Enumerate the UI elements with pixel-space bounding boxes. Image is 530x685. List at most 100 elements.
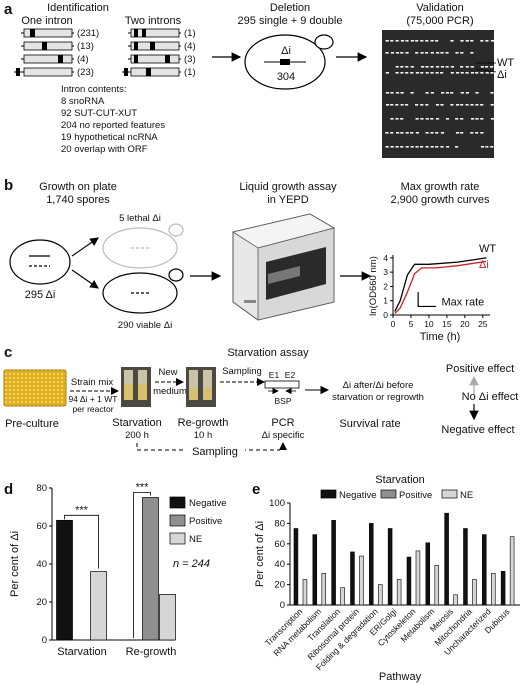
- gel-band: [430, 72, 434, 74]
- gel-band: [395, 92, 400, 94]
- wt-legend: WT: [479, 243, 496, 255]
- deletion-title: Deletion: [270, 2, 310, 14]
- legend-swatch: [169, 532, 186, 545]
- gel-band: [435, 72, 439, 74]
- gel-band: [395, 40, 399, 42]
- max-rate-label: Max rate: [442, 297, 485, 309]
- gel-band: [410, 40, 414, 42]
- bar-negative: [482, 534, 487, 606]
- gel-band: [440, 52, 444, 54]
- bar-negative: [312, 534, 318, 606]
- bsp-label: BSP: [274, 396, 291, 406]
- strain-mix-label: Strain mix: [71, 377, 113, 388]
- bar-ne: [434, 564, 440, 606]
- bar-ne: [359, 555, 364, 606]
- legend-label: Positive: [189, 516, 222, 527]
- gel-band: [460, 72, 464, 74]
- bar-ne: [415, 550, 421, 606]
- y-tick-label: 4: [383, 253, 388, 263]
- legend-label: NE: [189, 534, 202, 545]
- y-tick-label: 0: [42, 635, 47, 646]
- gel-band: [470, 72, 475, 74]
- deletion-number: 304: [277, 71, 295, 83]
- legend-swatch: [169, 496, 186, 509]
- gel-band: [445, 66, 449, 68]
- gel-band: [490, 92, 494, 94]
- gel-band: [390, 146, 394, 148]
- bar-positive-re-growth: [142, 497, 159, 641]
- ratio-label: Δi after/Δi before: [343, 380, 414, 391]
- gel-band: [385, 52, 389, 54]
- gel-band: [395, 72, 399, 74]
- y-tick-label: 20: [274, 580, 285, 591]
- count-label: (3): [184, 54, 196, 65]
- count-label: (231): [77, 28, 99, 39]
- bar-negative: [444, 512, 449, 606]
- bar-negative: [387, 528, 393, 606]
- regrowth-label: Re-growth: [178, 417, 229, 429]
- y-tick-label: 60: [36, 521, 47, 532]
- gel-band: [450, 92, 454, 94]
- gel-band: [460, 104, 464, 106]
- intron-content-item: 19 hypothetical ncRNA: [61, 132, 158, 143]
- gel-band: [460, 132, 464, 134]
- max-rate-title: Max growth rate: [401, 181, 480, 193]
- gel-band: [400, 146, 404, 148]
- gel-band: [415, 72, 419, 74]
- ratio-label: starvation or regrowth: [332, 392, 424, 403]
- gel-band: [430, 118, 434, 120]
- legend-label: Negative: [339, 490, 377, 501]
- x-axis-label: Pathway: [379, 671, 422, 683]
- growth-ylabel: ln(OD660 nm): [368, 256, 379, 316]
- deletion-subtitle: 295 single + 9 double: [238, 15, 343, 27]
- legend-label: Positive: [399, 490, 432, 501]
- y-tick-label: 100: [269, 498, 285, 509]
- gel-band: [420, 118, 424, 120]
- x-tick-label: 20: [460, 319, 470, 329]
- intron-content-item: 20 overlap with ORF: [61, 144, 148, 155]
- gel-band: [470, 52, 474, 54]
- gel-band: [455, 52, 459, 54]
- gel-band: [395, 146, 399, 148]
- one-intron-genes: (231) (13) (4) (23): [14, 28, 99, 78]
- gel-band: [425, 52, 429, 54]
- gel-band: [400, 92, 404, 94]
- gene-diagram: [122, 67, 181, 77]
- y-tick-label: 0: [383, 310, 388, 320]
- sig-bracket: [133, 492, 151, 638]
- panel-e: e Starvation Negative Positive NE 0 20 40 60 80 1…: [252, 474, 520, 683]
- growth-xlabel: Time (h): [420, 331, 461, 343]
- gel-band: [390, 104, 394, 106]
- intron-content-item: 204 no reported features: [61, 120, 165, 131]
- gel-band: [440, 146, 444, 148]
- y-tick-label: 40: [36, 559, 47, 570]
- identification-title: Identification: [47, 2, 109, 14]
- gel-band: [490, 104, 494, 106]
- y-axis-label: Per cent of Δi: [9, 531, 21, 597]
- bar-negative: [425, 542, 431, 606]
- gel-band: [415, 132, 419, 134]
- panel-a-label: a: [4, 1, 13, 18]
- gel-band: [490, 118, 494, 120]
- sampling-label-bg: [185, 443, 245, 457]
- pcr-label: PCR: [271, 417, 294, 429]
- intron-contents-title: Intron contents:: [61, 84, 126, 95]
- gel-band: [460, 92, 464, 94]
- regrowth-time: 10 h: [194, 430, 213, 441]
- gel-band: [390, 40, 394, 42]
- gel-band: [410, 146, 414, 148]
- y-tick-label: 2: [383, 281, 388, 291]
- two-introns-title: Two introns: [125, 15, 182, 27]
- bar-negative: [331, 520, 336, 606]
- validation-title: Validation: [416, 2, 464, 14]
- gel-band: [430, 40, 434, 42]
- gel-band: [465, 104, 469, 106]
- x-tick-label: 25: [478, 319, 488, 329]
- gel-band: [435, 118, 440, 120]
- gel-band: [485, 72, 489, 74]
- gel-band: [421, 66, 425, 68]
- panel-d: d 0 20 40 60 80 Per cent of Δi Starvation Re-gr…: [4, 481, 227, 658]
- bar-negative: [406, 556, 412, 606]
- bar-negative: [350, 551, 355, 606]
- y-tick-label: 80: [274, 518, 285, 529]
